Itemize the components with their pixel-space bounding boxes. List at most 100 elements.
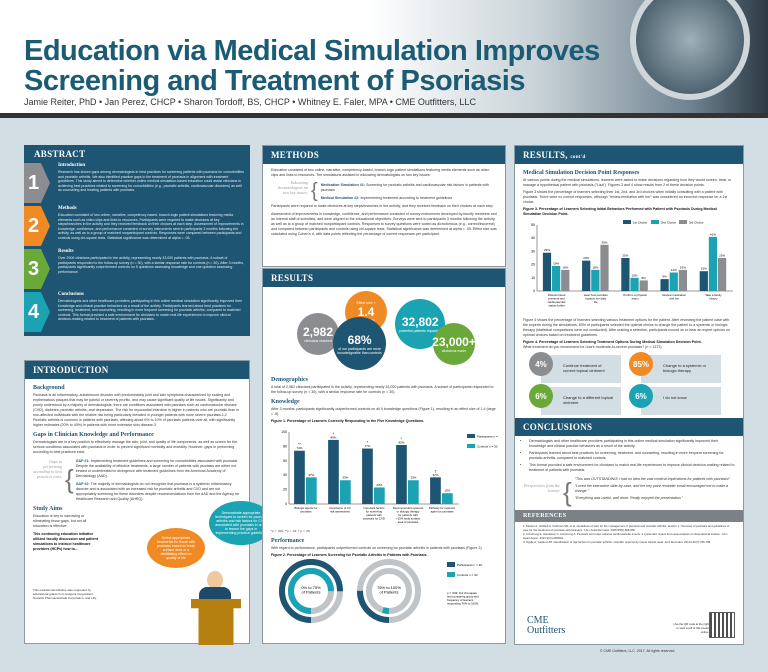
results-title: RESULTS	[263, 269, 505, 287]
poster-title: Education via Medical Simulation Improve…	[24, 36, 600, 96]
significance-marker: *	[401, 437, 403, 441]
significance-marker: *	[333, 432, 335, 436]
bar-value-label: 23%	[376, 483, 382, 487]
y-tick-label: 40	[531, 236, 535, 240]
x-tick-label: psoriasis for CVD	[363, 517, 385, 521]
results-contd-title: RESULTS, cont'd	[515, 146, 743, 164]
y-tick-label: 10	[531, 276, 535, 280]
methods-p1: Education consisted of two online, narra…	[271, 168, 490, 177]
y-tick-label: 20	[283, 488, 287, 492]
legend-label: Controls n = 30	[457, 573, 478, 577]
figure-2-title: Figure 2. Percentage of Learners Screeni…	[271, 553, 428, 557]
y-tick-label: 30	[531, 249, 535, 253]
bar-value-label: 10%	[632, 273, 638, 277]
step-number-chevron: 2	[24, 206, 50, 246]
introduction-section: INTRODUCTION Background Psoriasis is an …	[24, 360, 273, 645]
x-tick-label: life	[594, 300, 598, 304]
bar	[328, 439, 339, 504]
y-tick-label: 60	[283, 459, 287, 463]
bar-value-label: 16%	[680, 265, 686, 269]
legend-swatch	[467, 434, 475, 438]
bar-value-label: 33%	[342, 476, 348, 480]
bar	[362, 448, 373, 504]
donut-arc-controls	[366, 568, 412, 614]
references-title: REFERENCES	[515, 510, 743, 522]
gaps-text: Dermatologists are in a key position to …	[33, 440, 238, 454]
methods-side-label: Educating dermatologists on two key issu…	[277, 180, 308, 195]
performance-heading: Performance	[271, 538, 305, 544]
bar-value-label: 33%	[410, 476, 416, 480]
brace-icon: {	[311, 180, 318, 202]
bar	[669, 272, 678, 291]
gaps-side-label: Gaps in performing according to best pra…	[33, 459, 62, 479]
x-tick-label: Important factors	[364, 506, 386, 510]
x-tick-label: Perform a physical	[623, 293, 647, 297]
support-text: This educational initiative was supporte…	[33, 588, 97, 600]
bar	[678, 269, 688, 291]
figure-4-options: Continue treatment of current topical oi…	[523, 350, 735, 415]
abstract-text: Dermatologists and other healthcare prov…	[58, 299, 243, 322]
speaker-body-icon	[199, 587, 231, 601]
significance-marker: **	[298, 443, 301, 447]
abstract-heading: Introduction	[58, 163, 86, 168]
qr-code[interactable]	[709, 612, 735, 638]
figure-4-question: What treatment do you recommend for Lisa…	[523, 345, 662, 349]
methods-section: METHODS Education consisted of two onlin…	[262, 145, 506, 267]
perspectives-label: Perspectives from the learner	[523, 483, 560, 493]
learner-quote: "This was OUTSTANDING! I had no idea the…	[574, 477, 731, 481]
bar	[306, 477, 317, 504]
donut-arc-participants	[357, 559, 421, 623]
compass-image	[630, 0, 750, 100]
treatment-option-percent: 85%	[629, 352, 653, 376]
methods-p3: Assessment of improvements in knowledge,…	[271, 212, 497, 236]
simulation-2: Medical Simulation #2: Implementing trea…	[320, 196, 453, 200]
bar-value-label: 89%	[330, 435, 336, 439]
figure-2-chart: 0% to 75% of Patients 76% to 100% of Patien…	[279, 559, 482, 623]
abstract-item: 4 Conclusions Dermatologists and other h…	[24, 292, 250, 337]
x-tick-label: Recommended systemic	[393, 506, 424, 510]
bar	[561, 269, 570, 291]
stat-bubble: 2,982 clinicians reached	[297, 313, 339, 355]
bar-value-label: 23%	[583, 256, 589, 260]
step-number-chevron: 1	[24, 163, 50, 203]
gap-2: GAP #2: The majority of dermatologists d…	[75, 482, 240, 501]
y-tick-label: 100	[281, 430, 287, 434]
bar-value-label: 25%	[622, 254, 628, 258]
learner-quote: "Everything was useful, well done. Reall…	[574, 496, 683, 500]
bar-value-label: 9%	[662, 275, 667, 279]
bar-value-label: 8%	[642, 276, 647, 280]
legend-label: Participants n = 30	[477, 435, 499, 439]
brace-icon: {	[563, 477, 572, 507]
abstract-text: Education consisted of two online, narra…	[58, 213, 244, 240]
conclusion-bullet: This format provided a safe environment …	[529, 463, 735, 473]
donut-label: 0% to 75% of Patients	[301, 585, 321, 595]
demographics-heading: Demographics	[271, 377, 308, 383]
x-tick-label: pressure and	[548, 297, 565, 301]
bar	[430, 477, 441, 504]
x-tick-label: status further	[548, 304, 564, 308]
header-divider	[0, 113, 768, 118]
abstract-text: Over 2900 clinicians participated in the…	[58, 256, 244, 274]
legend-label: Controls n = 30	[477, 445, 498, 449]
authors: Jamie Reiter, PhD • Jan Perez, CHCP • Sh…	[24, 97, 476, 107]
x-tick-label: Discuss blood	[548, 293, 566, 297]
bar	[717, 258, 727, 291]
step-number-chevron: 3	[24, 249, 50, 289]
bar	[621, 258, 630, 291]
results-contd-section: RESULTS, cont'd Medical Simulation Decis…	[514, 145, 744, 645]
x-tick-label: psoriasis	[300, 510, 312, 514]
background-text: Psoriasis is an inflammatory, autoimmune…	[33, 393, 240, 427]
y-tick-label: 0	[533, 289, 535, 293]
x-tick-label: Biologic agents for	[294, 506, 317, 510]
abstract-heading: Conclusions	[58, 292, 84, 297]
treatment-option-percent: 6%	[629, 384, 653, 408]
reference-item: 3. Ogdie A, Gelfand JM. Identification o…	[523, 540, 711, 545]
bar-value-label: 25%	[719, 254, 725, 258]
copyright: © CME Outfitters, LLC. 2017. All rights …	[600, 649, 676, 653]
legend-swatch	[651, 220, 659, 224]
legend-label: Participants n = 30	[457, 563, 482, 567]
stat-bubble: 68% of our participants are more knowledg…	[333, 317, 387, 371]
bar	[340, 480, 351, 504]
results-section: RESULTS Effect size =1.4(large = .8) 2,9…	[262, 268, 506, 644]
x-tick-label: history	[709, 297, 718, 301]
